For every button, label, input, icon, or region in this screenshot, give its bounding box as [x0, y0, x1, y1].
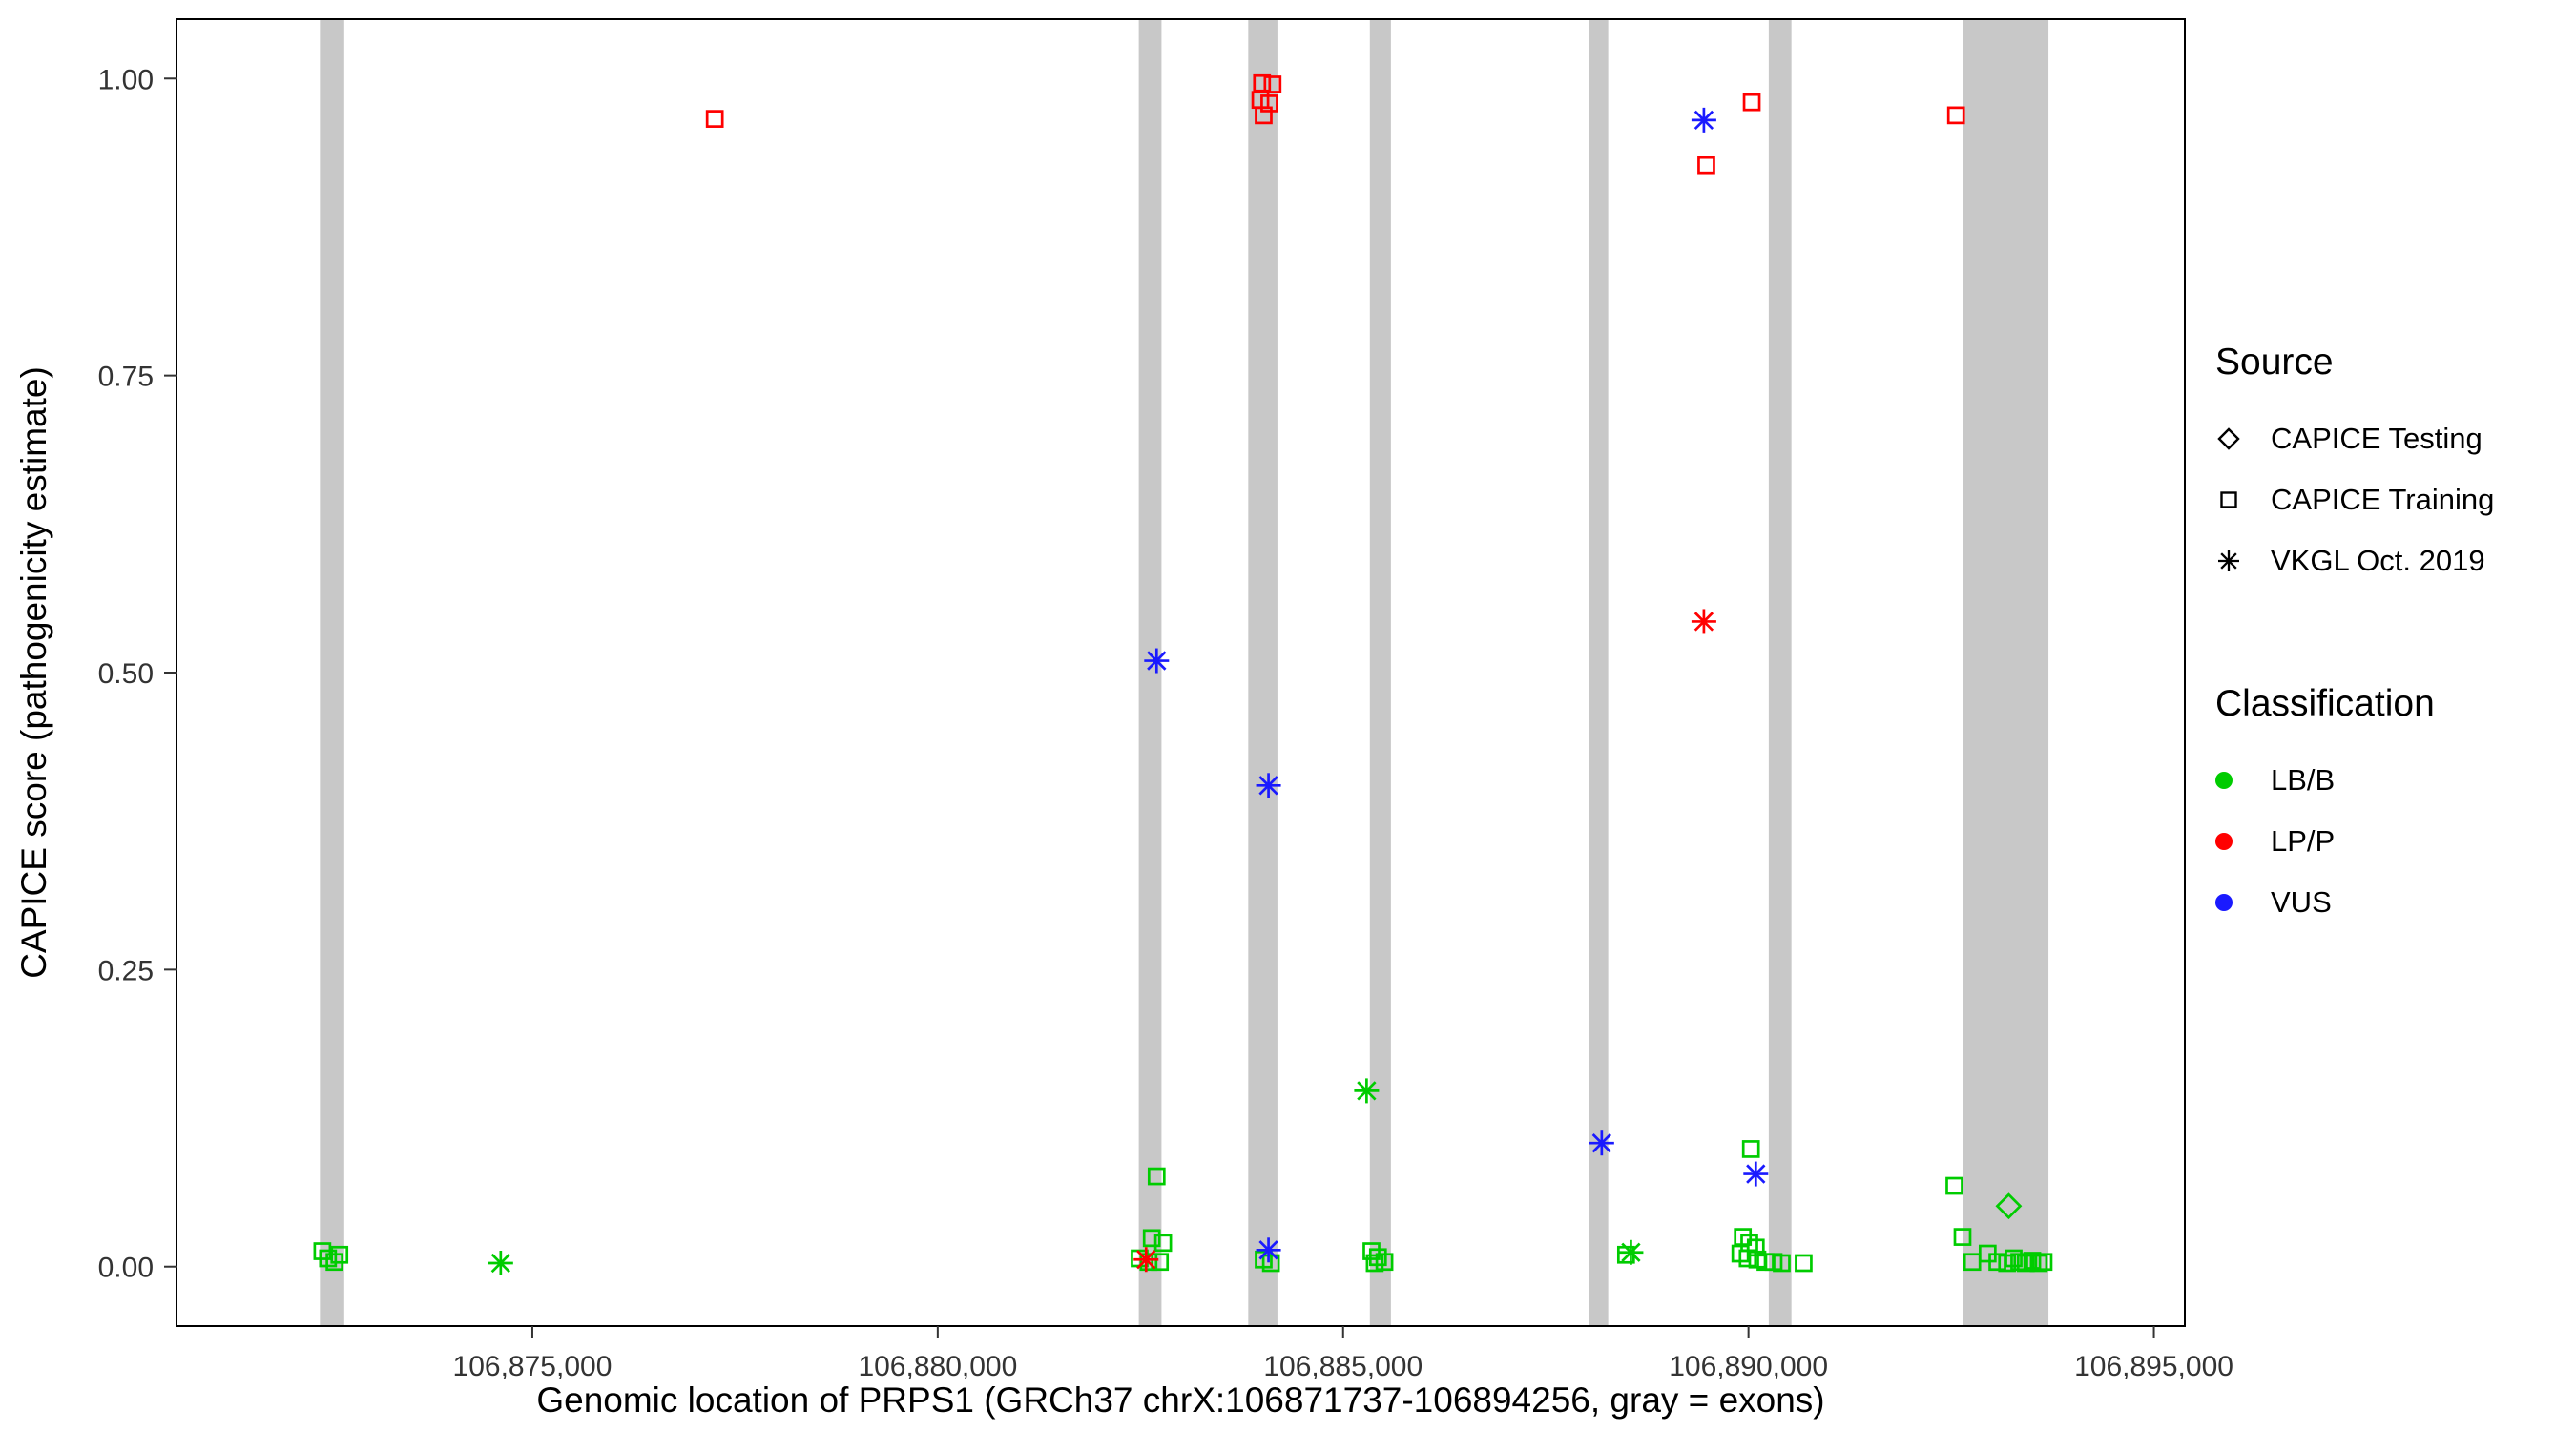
x-axis-title: Genomic location of PRPS1 (GRCh37 chrX:1… — [536, 1380, 1824, 1420]
square-icon — [2215, 487, 2259, 513]
data-point-square — [1738, 1249, 1757, 1268]
exon-bar — [1589, 19, 1609, 1326]
exon-bar — [1369, 19, 1391, 1326]
data-point-asterisk — [1256, 773, 1281, 798]
x-tick-label: 106,875,000 — [453, 1351, 613, 1382]
vus-dot-icon — [2215, 894, 2259, 911]
asterisk-line — [1693, 612, 1714, 632]
data-point-square — [1255, 106, 1273, 125]
data-point-square — [1253, 73, 1272, 93]
data-point-square — [1945, 1176, 1963, 1195]
data-point-square — [1375, 1253, 1394, 1272]
data-point-square — [2005, 1249, 2023, 1268]
diamond-icon — [2215, 425, 2259, 452]
lbb-dot-icon — [2215, 772, 2259, 789]
data-point-square — [1946, 106, 1965, 125]
y-tick-label: 0.50 — [98, 658, 154, 690]
data-point-square — [1365, 1254, 1384, 1273]
data-point-square — [1741, 1140, 1760, 1158]
asterisk-line — [1136, 1250, 1156, 1270]
data-point-square — [1139, 1253, 1158, 1272]
y-tick-label: 0.75 — [98, 362, 154, 393]
asterisk-line — [1746, 1164, 1766, 1184]
legend-item-label: LP/P — [2271, 824, 2336, 858]
asterisk-line — [1147, 651, 1167, 671]
data-point-square — [1142, 1229, 1161, 1248]
legend-item-label: CAPICE Training — [2271, 483, 2495, 516]
data-point-asterisk — [1618, 1239, 1644, 1265]
data-point-square — [1153, 1234, 1173, 1253]
data-point-square — [1147, 1167, 1166, 1186]
data-point-square — [1261, 1254, 1280, 1273]
legend-item-vus: VUS — [2215, 872, 2494, 933]
asterisk-icon — [2215, 548, 2259, 574]
panel-border — [176, 18, 2186, 1327]
x-tick-label: 106,895,000 — [2074, 1351, 2233, 1382]
legend-classification-title: Classification — [2215, 683, 2435, 724]
asterisk-line — [1258, 1240, 1278, 1260]
data-point-square — [2034, 1253, 2053, 1272]
asterisk-line — [1258, 776, 1278, 796]
data-point-square — [1151, 1253, 1170, 1272]
legend-item-lpp: LP/P — [2215, 811, 2494, 872]
x-tick-label: 106,880,000 — [858, 1351, 1017, 1382]
data-point-square — [1742, 93, 1761, 112]
legend-item-capice-training: CAPICE Training — [2215, 469, 2494, 530]
data-point-square — [1263, 75, 1282, 93]
legend-group-classification: Classification LB/B LP/P VUS — [2215, 683, 2494, 933]
data-point-square — [330, 1245, 349, 1264]
data-point-diamond — [1995, 1192, 2023, 1220]
data-point-asterisk — [488, 1250, 513, 1275]
lpp-dot-icon — [2215, 833, 2259, 850]
legend-item-label: CAPICE Testing — [2271, 422, 2483, 455]
data-point-square — [1795, 1254, 1813, 1273]
y-tick-label: 1.00 — [98, 64, 154, 95]
data-point-asterisk — [1144, 648, 1170, 674]
x-tick-label: 106,885,000 — [1263, 1351, 1423, 1382]
legend-source-title: Source — [2215, 342, 2334, 383]
legend-item-vkgl: VKGL Oct. 2019 — [2215, 530, 2494, 591]
legend: Source CAPICE Testing CAPICE Training — [2215, 342, 2494, 933]
y-tick-label: 0.00 — [98, 1253, 154, 1284]
exon-bar — [1768, 19, 1792, 1326]
asterisk-line — [1357, 1081, 1377, 1101]
data-point-asterisk — [1691, 609, 1716, 634]
legend-item-label: VKGL Oct. 2019 — [2271, 544, 2485, 577]
legend-item-label: VUS — [2271, 885, 2332, 919]
y-axis-title: CAPICE score (pathogenicity estimate) — [14, 366, 53, 979]
exon-bar — [320, 19, 344, 1326]
data-point-square — [1773, 1254, 1791, 1273]
legend-group-source: Source CAPICE Testing CAPICE Training — [2215, 342, 2494, 591]
data-point-asterisk — [1691, 107, 1716, 133]
asterisk-line — [1591, 1133, 1611, 1153]
exon-bar — [1138, 19, 1162, 1326]
data-point-square — [705, 110, 724, 128]
asterisk-line — [490, 1253, 510, 1274]
legend-item-capice-testing: CAPICE Testing — [2215, 408, 2494, 469]
data-point-asterisk — [1589, 1130, 1614, 1156]
asterisk-line — [1693, 110, 1714, 131]
data-point-square — [1697, 156, 1715, 175]
data-point-square — [1953, 1228, 1972, 1246]
legend-item-label: LB/B — [2271, 763, 2336, 797]
y-tick-label: 0.25 — [98, 955, 154, 986]
x-tick-label: 106,890,000 — [1669, 1351, 1828, 1382]
data-point-asterisk — [1743, 1161, 1769, 1187]
exon-bar — [1963, 19, 2049, 1326]
data-point-asterisk — [1133, 1247, 1159, 1273]
legend-item-lbb: LB/B — [2215, 750, 2494, 811]
data-point-asterisk — [1354, 1078, 1380, 1104]
data-point-square — [1260, 94, 1278, 113]
exon-bar — [1248, 19, 1278, 1326]
data-point-asterisk — [1256, 1237, 1281, 1263]
asterisk-line — [1621, 1242, 1641, 1262]
